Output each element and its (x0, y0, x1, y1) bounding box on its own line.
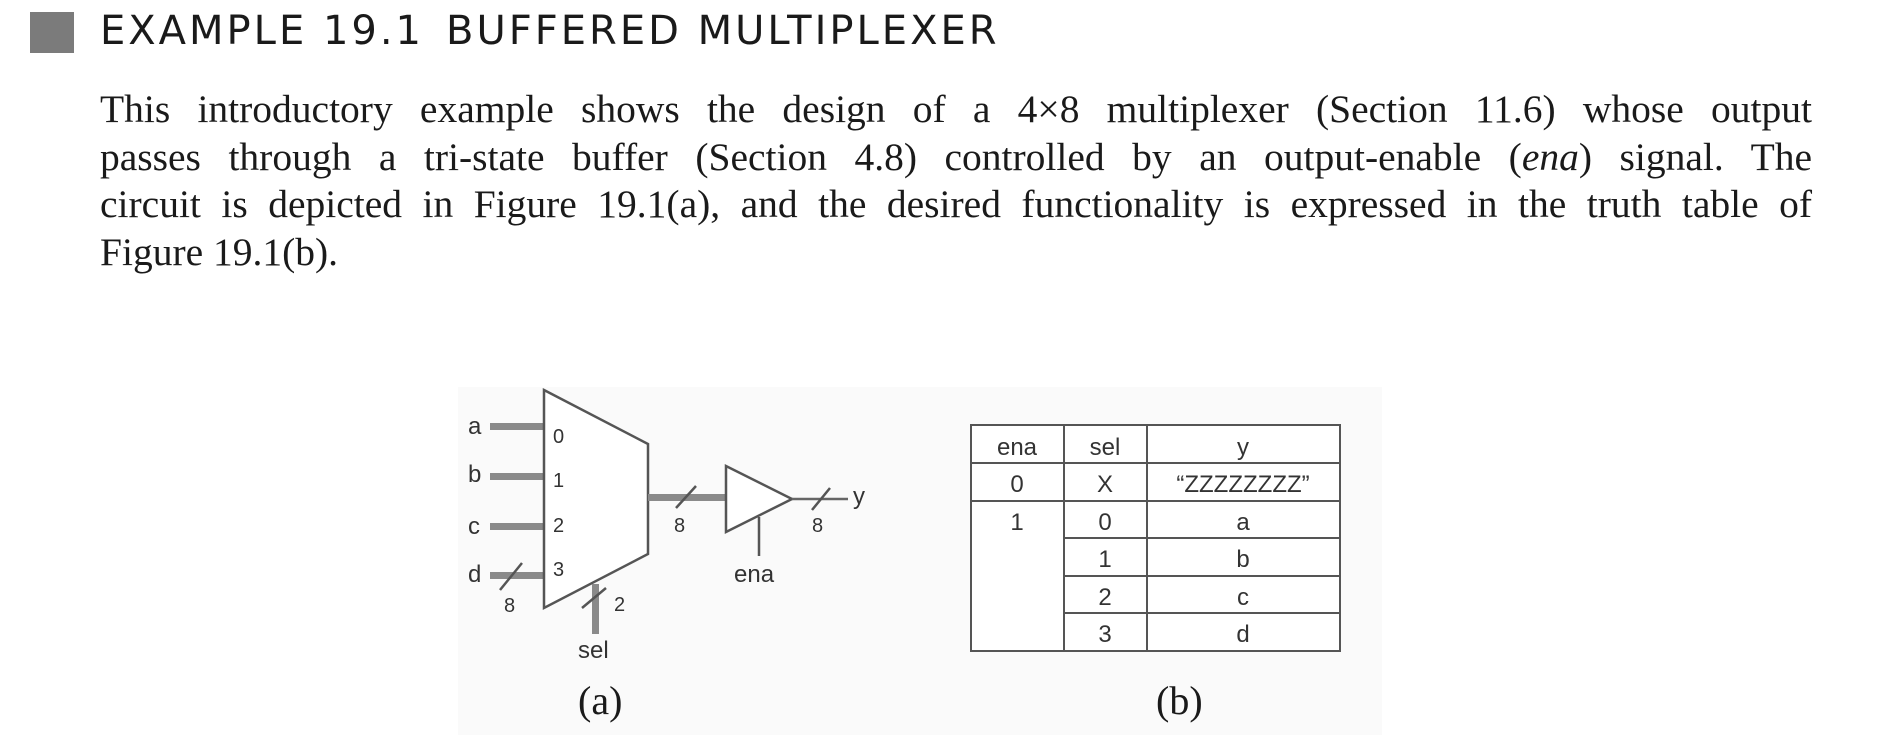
table-cell: “ZZZZZZZZ” (1176, 471, 1309, 498)
figure-a-circuit: a b c d 8 0 1 2 3 2 sel 8 ena 8 y (468, 387, 865, 723)
mux-output-slash (675, 485, 697, 509)
table-cell: b (1236, 546, 1249, 573)
paragraph-line-2-end: ) signal. The (1578, 134, 1812, 179)
buffer-output-width: 8 (812, 515, 823, 537)
table-cell: a (1236, 509, 1250, 536)
table-cell: 0 (1098, 509, 1111, 536)
select-bus-slash (581, 587, 607, 609)
mux-port-3: 3 (553, 559, 564, 581)
input-c-label: c (468, 513, 480, 540)
table-header-sel: sel (1090, 434, 1121, 461)
table-cell: c (1237, 584, 1249, 611)
section-heading: EXAMPLE 19.1 BUFFERED MULTIPLEXER (100, 8, 1000, 54)
input-b-bus (490, 473, 544, 480)
input-bus-width: 8 (504, 595, 515, 617)
table-cell: d (1236, 621, 1249, 648)
mux-port-2: 2 (553, 515, 564, 537)
multiplexer-body (542, 387, 650, 611)
body-paragraph: This introductory example shows the desi… (100, 86, 1812, 276)
paragraph-line-2-start: passes through a tri-state buffer (Secti… (100, 134, 1522, 179)
paragraph-line-1: This introductory example shows the desi… (100, 87, 1812, 131)
input-b-label: b (468, 461, 481, 488)
input-bus-slash (499, 562, 523, 591)
select-label: sel (578, 637, 609, 664)
paragraph-line-3: circuit is depicted in Figure 19.1(a), a… (100, 182, 1812, 226)
enable-label: ena (734, 561, 775, 588)
mux-output-width: 8 (674, 515, 685, 537)
buffer-output-slash (811, 487, 831, 511)
example-number: EXAMPLE 19.1 (100, 8, 425, 54)
table-cell: 3 (1098, 621, 1111, 648)
select-bus (592, 584, 599, 634)
example-title: BUFFERED MULTIPLEXER (446, 8, 1000, 54)
table-header-ena: ena (997, 434, 1038, 461)
table-cell: X (1097, 471, 1113, 498)
output-y-label: y (853, 483, 865, 510)
input-a-bus (490, 423, 544, 430)
table-cell: 2 (1098, 584, 1111, 611)
figure-a-caption: (a) (578, 678, 622, 723)
paragraph-line-2: passes through a tri-state buffer (Secti… (100, 134, 1812, 182)
input-d-label: d (468, 561, 481, 588)
select-width: 2 (614, 594, 625, 616)
mux-port-0: 0 (553, 426, 564, 448)
table-header-y: y (1237, 434, 1249, 461)
input-a-label: a (468, 413, 482, 440)
figure-b-truth-table: ena sel y 0 X “ZZZZZZZZ” 1 0 a 1 b 2 c 3… (970, 424, 1341, 723)
input-d-bus (490, 572, 544, 579)
paragraph-line-4: Figure 19.1(b). (100, 229, 339, 274)
mux-port-1: 1 (553, 470, 564, 492)
table-cell: 0 (1010, 471, 1023, 498)
figure-b-caption: (b) (1156, 678, 1203, 723)
heading-marker (30, 12, 74, 53)
table-cell: 1 (1010, 509, 1023, 536)
tristate-buffer (724, 463, 795, 535)
input-c-bus (490, 523, 544, 530)
ena-emphasis: ena (1521, 134, 1579, 179)
table-cell: 1 (1098, 546, 1111, 573)
